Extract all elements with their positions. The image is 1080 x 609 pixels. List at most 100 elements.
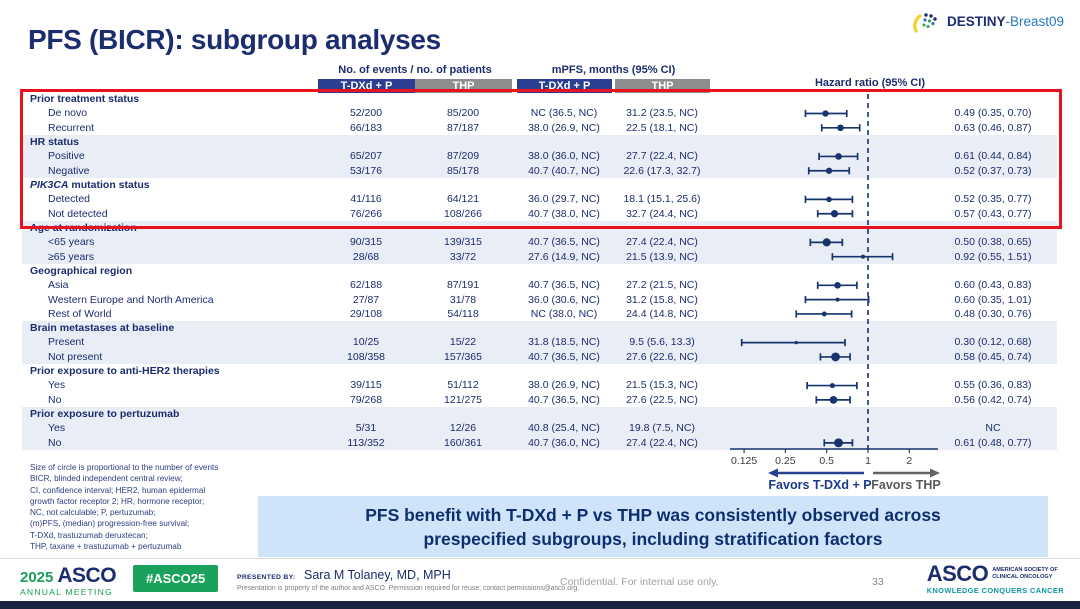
mpfs-tdxd-cell: 38.0 (36.0, NC): [528, 150, 600, 163]
mpfs-thp-cell: 31.2 (23.5, NC): [626, 107, 698, 120]
mpfs-tdxd-cell: 36.0 (29.7, NC): [528, 193, 600, 206]
mpfs-tdxd-cell: NC (38.0, NC): [530, 307, 598, 320]
hazard-ratio-cell: 0.52 (0.35, 0.77): [954, 193, 1032, 206]
subgroup-row: Negative 53/176 85/178 40.7 (40.7, NC) 22.6 …: [22, 163, 1057, 178]
subgroup-row: Recurrent 66/183 87/187 38.0 (26.9, NC) 22.5…: [22, 121, 1057, 135]
events-thp-cell: 87/187: [446, 121, 480, 134]
hazard-ratio-cell: NC: [985, 422, 1001, 435]
destiny-breast09-logo: DESTINY-Breast09: [912, 10, 1064, 34]
group-label: Prior treatment status: [30, 93, 140, 106]
events-thp-cell: 108/266: [444, 207, 482, 220]
events-tdxd-cell: 79/268: [349, 393, 383, 406]
meeting-year: 2025: [20, 569, 54, 586]
conclusion-banner: PFS benefit with T-DXd + P vs THP was co…: [258, 496, 1048, 557]
subgroup-label: Present: [48, 336, 85, 349]
events-thp-cell: 64/121: [446, 193, 480, 206]
footnote-line: BICR, blinded independent central review…: [30, 474, 183, 484]
mpfs-tdxd-cell: 40.7 (36.5, NC): [528, 350, 600, 363]
group-label: Prior exposure to anti-HER2 therapies: [30, 365, 220, 378]
mpfs-tdxd-cell: 40.8 (25.4, NC): [528, 422, 600, 435]
arm-header-thp-events: THP: [415, 79, 512, 93]
hazard-ratio-cell: 0.52 (0.37, 0.73): [954, 164, 1032, 177]
subgroup-row: Positive 65/207 87/209 38.0 (36.0, NC) 27.7 …: [22, 149, 1057, 164]
events-thp-cell: 87/191: [446, 279, 480, 292]
asco-logo-text: ASCO: [926, 561, 989, 586]
hazard-ratio-cell: 0.30 (0.12, 0.68): [954, 336, 1032, 349]
group-header-row: Prior exposure to anti-HER2 therapies: [22, 364, 1057, 378]
banner-line-2: prespecified subgroups, including strati…: [423, 528, 883, 549]
hazard-ratio-cell: 0.56 (0.42, 0.74): [954, 393, 1032, 406]
presenter-name: Sara M Tolaney, MD, MPH: [304, 568, 451, 582]
footer-bar: 2025 ASCO ANNUAL MEETING #ASCO25 PRESENT…: [0, 558, 1080, 602]
subgroup-row: Not detected 76/266 108/266 40.7 (38.0, NC)…: [22, 207, 1057, 221]
subgroup-label: Not present: [48, 350, 103, 363]
mpfs-thp-cell: 18.1 (15.1, 25.6): [623, 193, 701, 206]
mpfs-thp-cell: 27.6 (22.6, NC): [626, 350, 698, 363]
mpfs-thp-cell: 22.6 (17.3, 32.7): [623, 164, 701, 177]
mpfs-tdxd-cell: 40.7 (38.0, NC): [528, 207, 600, 220]
events-tdxd-cell: 27/87: [352, 293, 380, 306]
hazard-ratio-cell: 0.50 (0.38, 0.65): [954, 236, 1032, 249]
mpfs-column-header: mPFS, months (95% CI): [551, 64, 676, 76]
group-label: Age at randomization: [30, 221, 137, 234]
arm-header-thp-mpfs: THP: [615, 79, 710, 93]
subgroup-label: Asia: [48, 279, 69, 292]
logo-text-secondary: -Breast09: [1005, 14, 1064, 29]
bottom-navy-strip: [0, 601, 1080, 609]
page-number: 33: [872, 576, 884, 588]
mpfs-thp-cell: 27.6 (22.5, NC): [626, 393, 698, 406]
arm-header-tdxd-mpfs: T-DXd + P: [517, 79, 612, 93]
subgroup-label: Recurrent: [48, 121, 95, 134]
arm-header-tdxd-events: T-DXd + P: [318, 79, 415, 93]
hazard-ratio-cell: 0.63 (0.46, 0.87): [954, 121, 1032, 134]
asco-annual-meeting-logo: 2025 ASCO ANNUAL MEETING: [20, 565, 117, 597]
asco-tagline: KNOWLEDGE CONQUERS CANCER: [926, 586, 1064, 595]
subgroup-label: <65 years: [48, 236, 95, 249]
hazard-ratio-cell: 0.61 (0.48, 0.77): [954, 436, 1032, 449]
svg-text:Favors THP: Favors THP: [871, 478, 940, 492]
events-tdxd-cell: 65/207: [349, 150, 383, 163]
group-label: HR status: [30, 136, 80, 149]
group-header-row: PIK3CA mutation status: [22, 178, 1057, 192]
mpfs-thp-cell: 22.5 (18.1, NC): [626, 121, 698, 134]
svg-text:0.125: 0.125: [731, 455, 757, 467]
footnote-line: T-DXd, trastuzumab deruxtecan;: [30, 530, 148, 540]
events-thp-cell: 85/178: [446, 164, 480, 177]
mpfs-tdxd-cell: NC (36.5, NC): [530, 107, 598, 120]
subgroup-row: Yes 39/115 51/112 38.0 (26.9, NC) 21.5 (15.3…: [22, 378, 1057, 392]
hazard-ratio-cell: 0.55 (0.36, 0.83): [954, 379, 1032, 392]
events-tdxd-cell: 52/200: [349, 107, 383, 120]
hazard-ratio-cell: 0.58 (0.45, 0.74): [954, 350, 1032, 363]
subgroup-table: Prior treatment status De novo 52/200 85/20…: [22, 92, 1057, 450]
mpfs-thp-cell: 27.7 (22.4, NC): [626, 150, 698, 163]
events-tdxd-cell: 10/25: [352, 336, 380, 349]
subgroup-row: De novo 52/200 85/200 NC (36.5, NC) 31.2 (23…: [22, 106, 1057, 120]
mpfs-tdxd-cell: 40.7 (36.5, NC): [528, 393, 600, 406]
mpfs-tdxd-cell: 31.8 (18.5, NC): [528, 336, 600, 349]
events-tdxd-cell: 39/115: [350, 379, 382, 392]
mpfs-thp-cell: 27.4 (22.4, NC): [626, 436, 698, 449]
footnote-line: Size of circle is proportional to the nu…: [30, 463, 219, 472]
group-header-row: HR status: [22, 134, 1057, 150]
subgroup-row: Yes 5/31 12/26 40.8 (25.4, NC) 19.8 (7.5, NC…: [22, 421, 1057, 436]
mpfs-thp-cell: 31.2 (15.8, NC): [626, 293, 698, 306]
events-column-header: No. of events / no. of patients: [338, 64, 492, 76]
mpfs-tdxd-cell: 40.7 (40.7, NC): [528, 164, 600, 177]
permission-note: Presentation is property of the author a…: [237, 585, 580, 592]
events-thp-cell: 87/209: [446, 150, 480, 163]
hazard-ratio-cell: 0.49 (0.35, 0.70): [954, 107, 1032, 120]
subgroup-label: ≥65 years: [48, 250, 95, 263]
mpfs-tdxd-cell: 38.0 (26.9, NC): [528, 379, 600, 392]
asco-sub-line2: CLINICAL ONCOLOGY: [992, 573, 1053, 580]
banner-line-1: PFS benefit with T-DXd + P vs THP was co…: [365, 504, 941, 525]
logo-text-primary: DESTINY: [946, 14, 1006, 29]
mpfs-thp-cell: 21.5 (13.9, NC): [626, 250, 698, 263]
hazard-ratio-cell: 0.48 (0.30, 0.76): [954, 307, 1032, 320]
subgroup-row: Present 10/25 15/22 31.8 (18.5, NC) 9.5 (5.6…: [22, 335, 1057, 350]
hazard-ratio-cell: 0.57 (0.43, 0.77): [954, 207, 1032, 220]
subgroup-label: Western Europe and North America: [48, 293, 214, 306]
subgroup-row: Western Europe and North America 27/87 31/…: [22, 292, 1057, 306]
footnote-line: CI, confidence interval; HER2, human epi…: [30, 485, 206, 495]
footnotes: Size of circle is proportional to the nu…: [30, 462, 265, 552]
mpfs-thp-cell: 32.7 (24.4, NC): [626, 207, 698, 220]
